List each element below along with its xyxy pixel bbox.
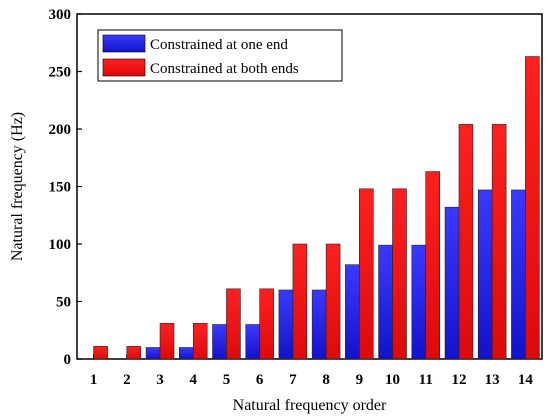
bar-both-ends [325,243,341,360]
x-tick-label: 14 [518,372,534,388]
bar-both-ends [259,288,274,360]
x-tick-label: 11 [419,372,433,388]
bar-both-ends [226,288,241,360]
bar-one-end [477,189,493,360]
bar-both-ends [458,124,474,360]
bar-one-end [278,289,294,360]
x-tick-label: 3 [156,372,164,388]
x-tick-label: 6 [256,372,264,388]
bar-both-ends [425,171,440,360]
bar-one-end [411,244,427,360]
y-tick-label: 100 [49,237,72,253]
bar-both-ends [525,56,540,360]
x-tick-label: 9 [356,372,364,388]
bar-both-ends [93,346,108,360]
bar-one-end [212,324,227,360]
y-axis-title: Natural frequency (Hz) [9,112,26,261]
y-tick-label: 250 [49,65,72,81]
bar-both-ends [126,346,142,360]
legend-swatch-both-ends [102,58,146,77]
bar-both-ends [159,323,175,360]
y-axis: 0 50 100 150 200 250 300 [49,7,82,368]
bar-one-end [444,206,460,360]
legend-label-both-ends: Constrained at both ends [150,61,299,77]
x-tick-label: 12 [451,372,466,388]
y-tick-label: 300 [49,7,72,23]
x-tick-label: 7 [289,372,297,388]
x-tick-label: 10 [385,372,400,388]
y-tick-label: 50 [56,295,71,311]
bar-both-ends [359,188,374,360]
bar-one-end [179,347,194,360]
y-tick-label: 0 [64,352,72,368]
bar-one-end [378,244,393,360]
x-tick-label: 1 [90,372,98,388]
x-tick-label: 5 [223,372,231,388]
legend-label-one-end: Constrained at one end [150,37,288,53]
bar-one-end [145,347,161,360]
x-tick-label: 4 [190,372,198,388]
x-axis-title: Natural frequency order [233,397,387,414]
bar-one-end [245,324,260,360]
bar-one-end [311,289,327,360]
legend-swatch-one-end [102,34,146,53]
bar-both-ends [292,243,308,360]
y-tick-label: 150 [49,180,72,196]
x-tick-label: 8 [322,372,330,388]
x-tick-label: 2 [123,372,131,388]
bar-one-end [511,189,526,360]
x-tick-label: 13 [485,372,500,388]
bar-both-ends [491,124,507,360]
y-tick-label: 200 [49,122,72,138]
legend: Constrained at one end Constrained at bo… [97,29,343,82]
bar-one-end [345,264,360,360]
bar-both-ends [392,188,407,360]
bars-group [93,56,540,360]
bar-both-ends [192,323,208,360]
